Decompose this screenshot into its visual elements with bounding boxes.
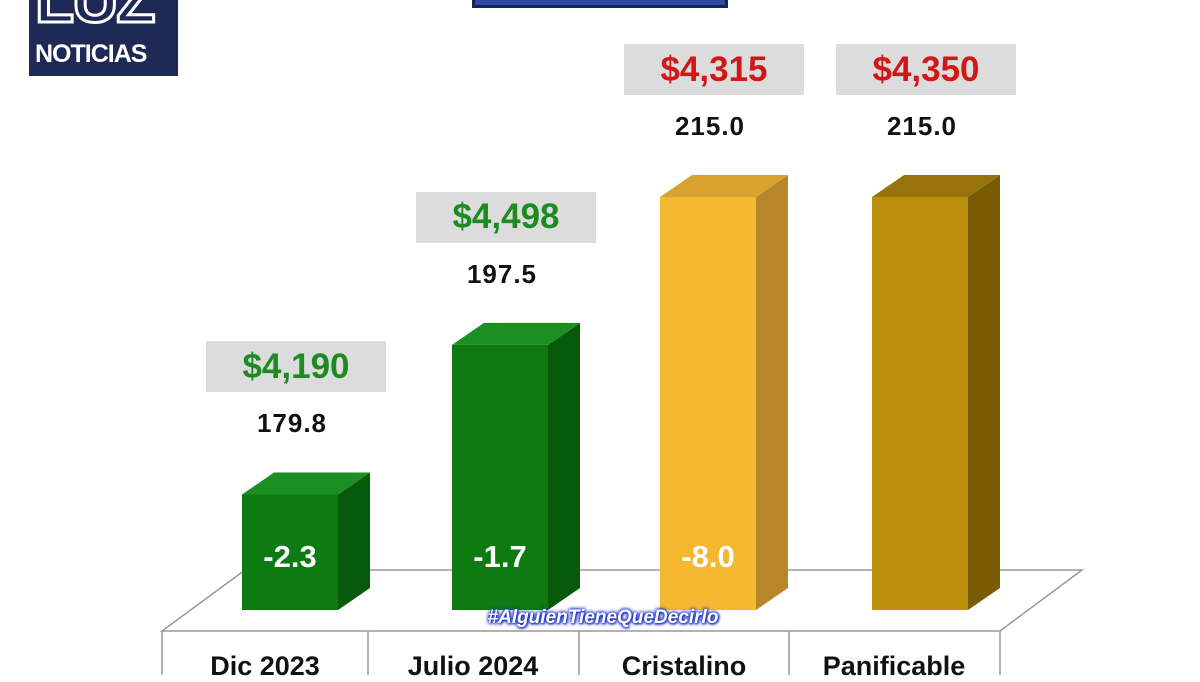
bar-top — [452, 322, 580, 345]
bar-side — [338, 472, 370, 610]
bar — [242, 472, 370, 610]
bar-top — [242, 472, 370, 495]
category-label: Panificable — [822, 651, 966, 681]
price-label: $4,190 — [206, 341, 386, 393]
bar-inner-label: -2.3 — [263, 539, 317, 574]
bar-front — [660, 197, 756, 610]
data-label: 215.0 — [674, 111, 746, 141]
data-label: 179.8 — [256, 408, 328, 439]
data-label: 197.5 — [466, 258, 538, 289]
price-label: $4,350 — [836, 44, 1016, 95]
title-banner-strip — [472, 0, 728, 8]
bar — [660, 175, 788, 610]
bar-front — [452, 344, 548, 610]
chart-floor — [159, 569, 1085, 675]
category-label: Cristalino — [621, 651, 747, 681]
chart-floor-plane — [159, 569, 1085, 632]
bar-side — [968, 175, 1000, 610]
bar-top — [660, 175, 788, 197]
logo-luz-text: LUZ — [33, 0, 156, 36]
bar-front — [242, 494, 338, 610]
bar-side — [756, 175, 788, 610]
bar-top — [872, 175, 1000, 197]
bar — [872, 175, 1000, 610]
bar-front — [872, 197, 968, 610]
category-label: Julio 2024 — [407, 651, 539, 681]
bar-side — [548, 322, 580, 610]
hashtag-watermark: #AlguienTieneQueDecirlo — [487, 607, 719, 628]
price-label: $4,498 — [416, 191, 596, 243]
luz-noticias-logo: LUZ NOTICIAS — [29, 0, 178, 76]
bar-inner-label: -1.7 — [473, 539, 527, 574]
price-label: $4,315 — [624, 44, 804, 95]
category-label: Dic 2023 — [210, 651, 320, 681]
bars-group — [242, 175, 1000, 610]
data-label: 215.0 — [886, 111, 958, 141]
bar-inner-label: -8.0 — [681, 539, 735, 574]
bar — [452, 322, 580, 610]
logo-noticias-text: NOTICIAS — [35, 40, 147, 68]
